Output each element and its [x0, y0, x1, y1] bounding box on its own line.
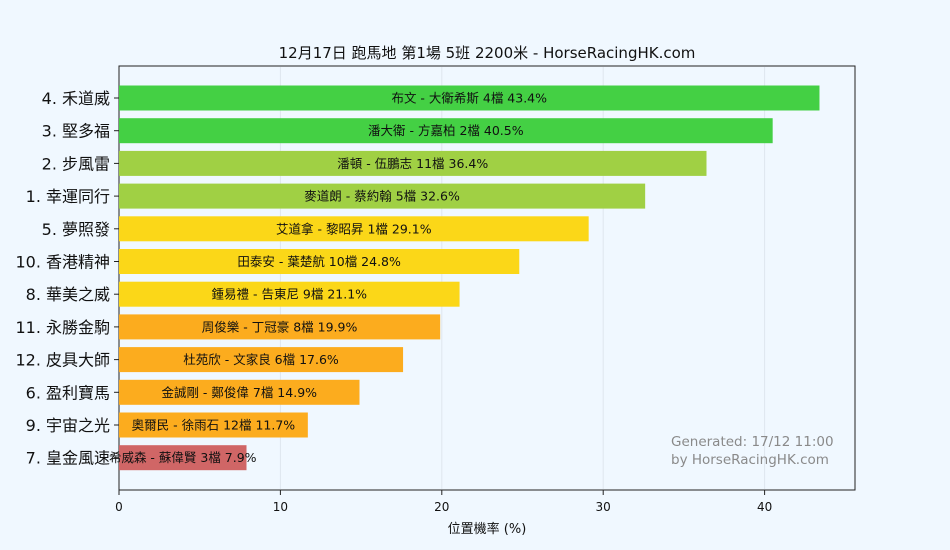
x-tick-label: 40 — [757, 500, 772, 514]
bar — [119, 216, 589, 242]
x-tick-label: 30 — [596, 500, 611, 514]
category-label: 3. 堅多福 — [42, 122, 110, 141]
bar-data-label: 潘頓 - 伍鵬志 11檔 36.4% — [337, 156, 488, 171]
bars — [119, 85, 820, 471]
x-axis-label: 位置機率 (%) — [448, 521, 527, 537]
bar-labels: 布文 - 大衛希斯 4檔 43.4% 潘大衛 - 方嘉柏 2檔 40.5% 潘頓 -… — [109, 91, 547, 466]
bar-data-label: 潘大衛 - 方嘉柏 2檔 40.5% — [368, 123, 524, 138]
bar — [119, 445, 247, 471]
category-label: 8. 華美之威 — [26, 285, 110, 304]
bar — [119, 183, 646, 209]
bar-data-label: 周俊樂 - 丁冠豪 8檔 19.9% — [202, 319, 358, 334]
annotation-generated: Generated: 17/12 11:00 — [671, 434, 834, 450]
category-label: 1. 幸運同行 — [26, 187, 110, 206]
bar-data-label: 金誠剛 - 鄭俊偉 7檔 14.9% — [161, 385, 317, 400]
x-tick-label: 20 — [434, 500, 449, 514]
x-tick-label: 10 — [273, 500, 288, 514]
bar-data-label: 艾道拿 - 黎昭昇 1檔 29.1% — [276, 221, 432, 236]
category-label: 9. 宇宙之光 — [26, 416, 110, 435]
bar — [119, 379, 360, 405]
bar — [119, 412, 308, 438]
bar — [119, 85, 820, 111]
category-label: 11. 永勝金駒 — [15, 318, 110, 337]
category-label: 2. 步風雷 — [42, 154, 110, 173]
category-label: 10. 香港精神 — [15, 253, 110, 272]
x-tick-label: 0 — [115, 500, 123, 514]
category-labels: 4. 禾道威 3. 堅多福 2. 步風雷 1. 幸運同行 5. 夢照發 10. 香港精神 8… — [15, 89, 119, 468]
category-label: 7. 皇金風速 — [26, 449, 110, 468]
bar-data-label: 希威森 - 蘇偉賢 3檔 7.9% — [109, 450, 257, 465]
bar — [119, 347, 404, 373]
category-label: 5. 夢照發 — [42, 220, 110, 239]
bar-data-label: 布文 - 大衛希斯 4檔 43.4% — [391, 91, 547, 106]
bar-data-label: 鍾易禮 - 告東尼 9檔 21.1% — [211, 287, 367, 302]
x-axis-ticks: 0 10 20 30 40 — [115, 490, 772, 514]
bar — [119, 118, 773, 144]
bar — [119, 150, 707, 176]
bar — [119, 314, 441, 340]
bar-data-label: 杜苑欣 - 文家良 6檔 17.6% — [183, 352, 339, 367]
bar — [119, 281, 460, 307]
chart-title: 12月17日 跑馬地 第1場 5班 2200米 - HorseRacingHK.… — [279, 44, 696, 62]
category-label: 4. 禾道威 — [42, 89, 110, 108]
bar — [119, 249, 520, 274]
bar-data-label: 麥道朗 - 蔡約翰 5檔 32.6% — [304, 189, 460, 204]
category-label: 6. 盈利寶馬 — [26, 383, 110, 402]
category-label: 12. 皮具大師 — [15, 351, 110, 370]
bar-data-label: 田泰安 - 葉楚航 10檔 24.8% — [237, 254, 401, 269]
bar-data-label: 奧爾民 - 徐雨石 12檔 11.7% — [132, 418, 296, 433]
annotation-source: by HorseRacingHK.com — [671, 452, 829, 468]
